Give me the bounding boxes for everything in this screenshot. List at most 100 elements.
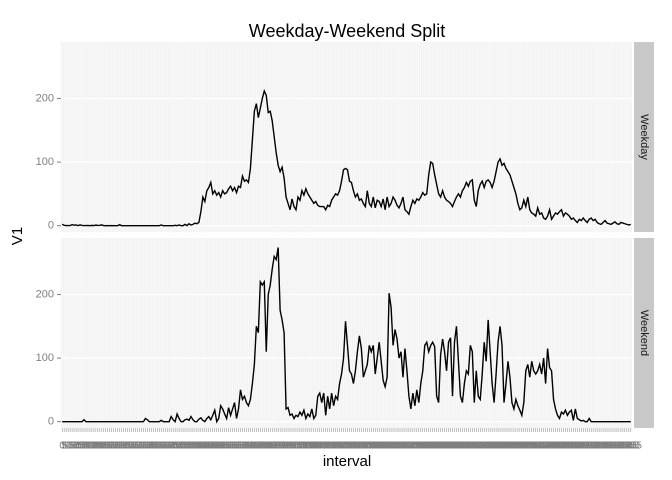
x-tick-label: 2135 [564,441,587,452]
x-tick-label: 1310 [364,441,387,452]
x-tick-label: 935 [282,441,299,452]
x-tick-label: 1055 [311,441,334,452]
x-tick-label: 1135 [327,441,349,452]
x-tick-label: 1705 [457,441,480,452]
x-tick-label: 1725 [465,441,488,452]
x-tick-label: 420 [157,441,174,452]
x-tick-label: 1820 [487,441,510,452]
x-tick-label: 1000 [289,441,312,452]
x-tick-label: 1630 [443,441,466,452]
x-tick-label: 530 [185,441,202,452]
x-tick-label: 1035 [303,441,326,452]
x-tick-label: 2140 [566,441,589,452]
x-tick-label: 235 [115,441,132,452]
x-tick-label: 2225 [584,441,607,452]
x-tick-label: 1325 [370,441,393,452]
x-tick-label: 1830 [491,441,514,452]
x-tick-label: 1050 [309,441,332,452]
x-tick-label: 1140 [329,441,351,452]
x-tick-label: 1905 [505,441,528,452]
x-tick-label: 620 [204,441,221,452]
x-tick-label: 555 [195,441,212,452]
x-tick-label: 1350 [380,441,403,452]
x-tick-label: 1005 [291,441,314,452]
x-tick-label: 200 [101,441,118,452]
y-tick-label: 0 [48,416,54,428]
x-tick-label: 445 [167,441,184,452]
x-tick-label: 1340 [376,441,399,452]
x-tick-label: 310 [129,441,146,452]
x-tick-label: 1850 [499,441,522,452]
x-tick-label: 850 [264,441,281,452]
x-tick-label: 1435 [398,441,421,452]
x-tick-label: 500 [173,441,190,452]
x-tick-label: 305 [127,441,144,452]
y-tick-label: 100 [36,156,54,168]
x-tick-label: 905 [270,441,287,452]
x-tick-label: 1635 [445,441,468,452]
x-tick-label: 220 [109,441,126,452]
x-tick-label: 155 [99,441,116,452]
x-tick-label: 2015 [533,441,556,452]
data-line [61,88,632,227]
x-tick-label: 800 [244,441,261,452]
x-tick-label: 15 [63,441,75,452]
x-tick-label: 1525 [418,441,441,452]
x-tick-label: 950 [288,441,305,452]
x-tick-label: 330 [137,441,154,452]
x-tick-label: 205 [103,441,120,452]
x-tick-label: 705 [222,441,239,452]
x-tick-label: 610 [200,441,217,452]
x-tick-label: 1950 [523,441,546,452]
x-tick-label: 635 [210,441,227,452]
x-tick-label: 900 [268,441,285,452]
x-tick-label: 2055 [548,441,571,452]
x-tick-label: 1755 [477,441,500,452]
x-tick-label: 750 [240,441,257,452]
chart-title: Weekday-Weekend Split [249,21,445,41]
x-tick-label: 2305 [600,441,623,452]
x-tick-label: 1445 [402,441,425,452]
x-tick-label: 1335 [374,441,397,452]
x-tick-label: 225 [111,441,128,452]
x-tick-label: 2250 [594,441,617,452]
x-tick-label: 1745 [473,441,496,452]
x-tick-label: 1105 [315,441,337,452]
x-tick-label: 1840 [495,441,518,452]
x-tick-label: 2035 [540,441,563,452]
x-tick-label: 2040 [542,441,565,452]
x-tick-label: 320 [133,441,150,452]
x-tick-label: 1810 [483,441,506,452]
x-tick-label: 535 [187,441,204,452]
x-tick-label: 20 [65,441,77,452]
x-tick-label: 810 [248,441,265,452]
x-tick-label: 1540 [424,441,447,452]
x-tick-label: 830 [256,441,273,452]
x-tick-label: 1700 [455,441,478,452]
x-tick-label: 25 [67,441,79,452]
x-tick-label: 1640 [447,441,470,452]
x-tick-label: 230 [113,441,130,452]
x-tick-label: 1220 [344,441,367,452]
x-tick-label: 1510 [412,441,435,452]
data-line [62,247,631,424]
x-tick-label: 1320 [368,441,391,452]
x-tick-label: 1655 [453,441,476,452]
x-tick-label: 335 [139,441,156,452]
x-tick-label: 1605 [433,441,456,452]
x-tick-label: 55 [78,441,90,452]
x-tick-label: 2155 [572,441,595,452]
x-tick-label: 300 [125,441,142,452]
x-tick-label: 515 [179,441,196,452]
x-tick-label: 30 [69,441,81,452]
x-tick-label: 1920 [511,441,534,452]
x-tick-label: 2350 [618,441,641,452]
x-tick-label: 1155 [335,441,357,452]
x-tick-label: 2315 [604,441,627,452]
x-axis-label: interval [323,453,371,470]
x-tick-label: 1440 [400,441,423,452]
x-tick-label: 1835 [493,441,516,452]
x-tick-label: 650 [216,441,233,452]
x-tick-label: 630 [208,441,225,452]
